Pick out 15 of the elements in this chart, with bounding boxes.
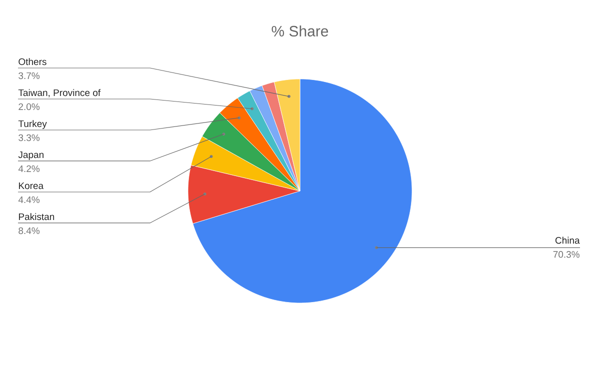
slice-label: Pakistan xyxy=(18,213,54,220)
slice-label: Others xyxy=(18,58,46,66)
data-label: 4.2% xyxy=(18,165,40,172)
data-label: 70.3% xyxy=(553,251,580,258)
slice-label: Turkey xyxy=(18,120,47,129)
chart-title: % Share xyxy=(272,25,328,36)
data-label: 4.4% xyxy=(18,196,40,204)
slice-label: Japan xyxy=(18,151,44,160)
data-label: 8.4% xyxy=(18,227,40,234)
slice-label: Taiwan, Province of xyxy=(18,89,101,98)
data-label: 3.7% xyxy=(18,72,40,80)
slice-label: Korea xyxy=(18,182,44,190)
data-label: 2.0% xyxy=(18,103,40,110)
data-label: 3.3% xyxy=(18,134,40,142)
slice-label: China xyxy=(555,236,580,244)
